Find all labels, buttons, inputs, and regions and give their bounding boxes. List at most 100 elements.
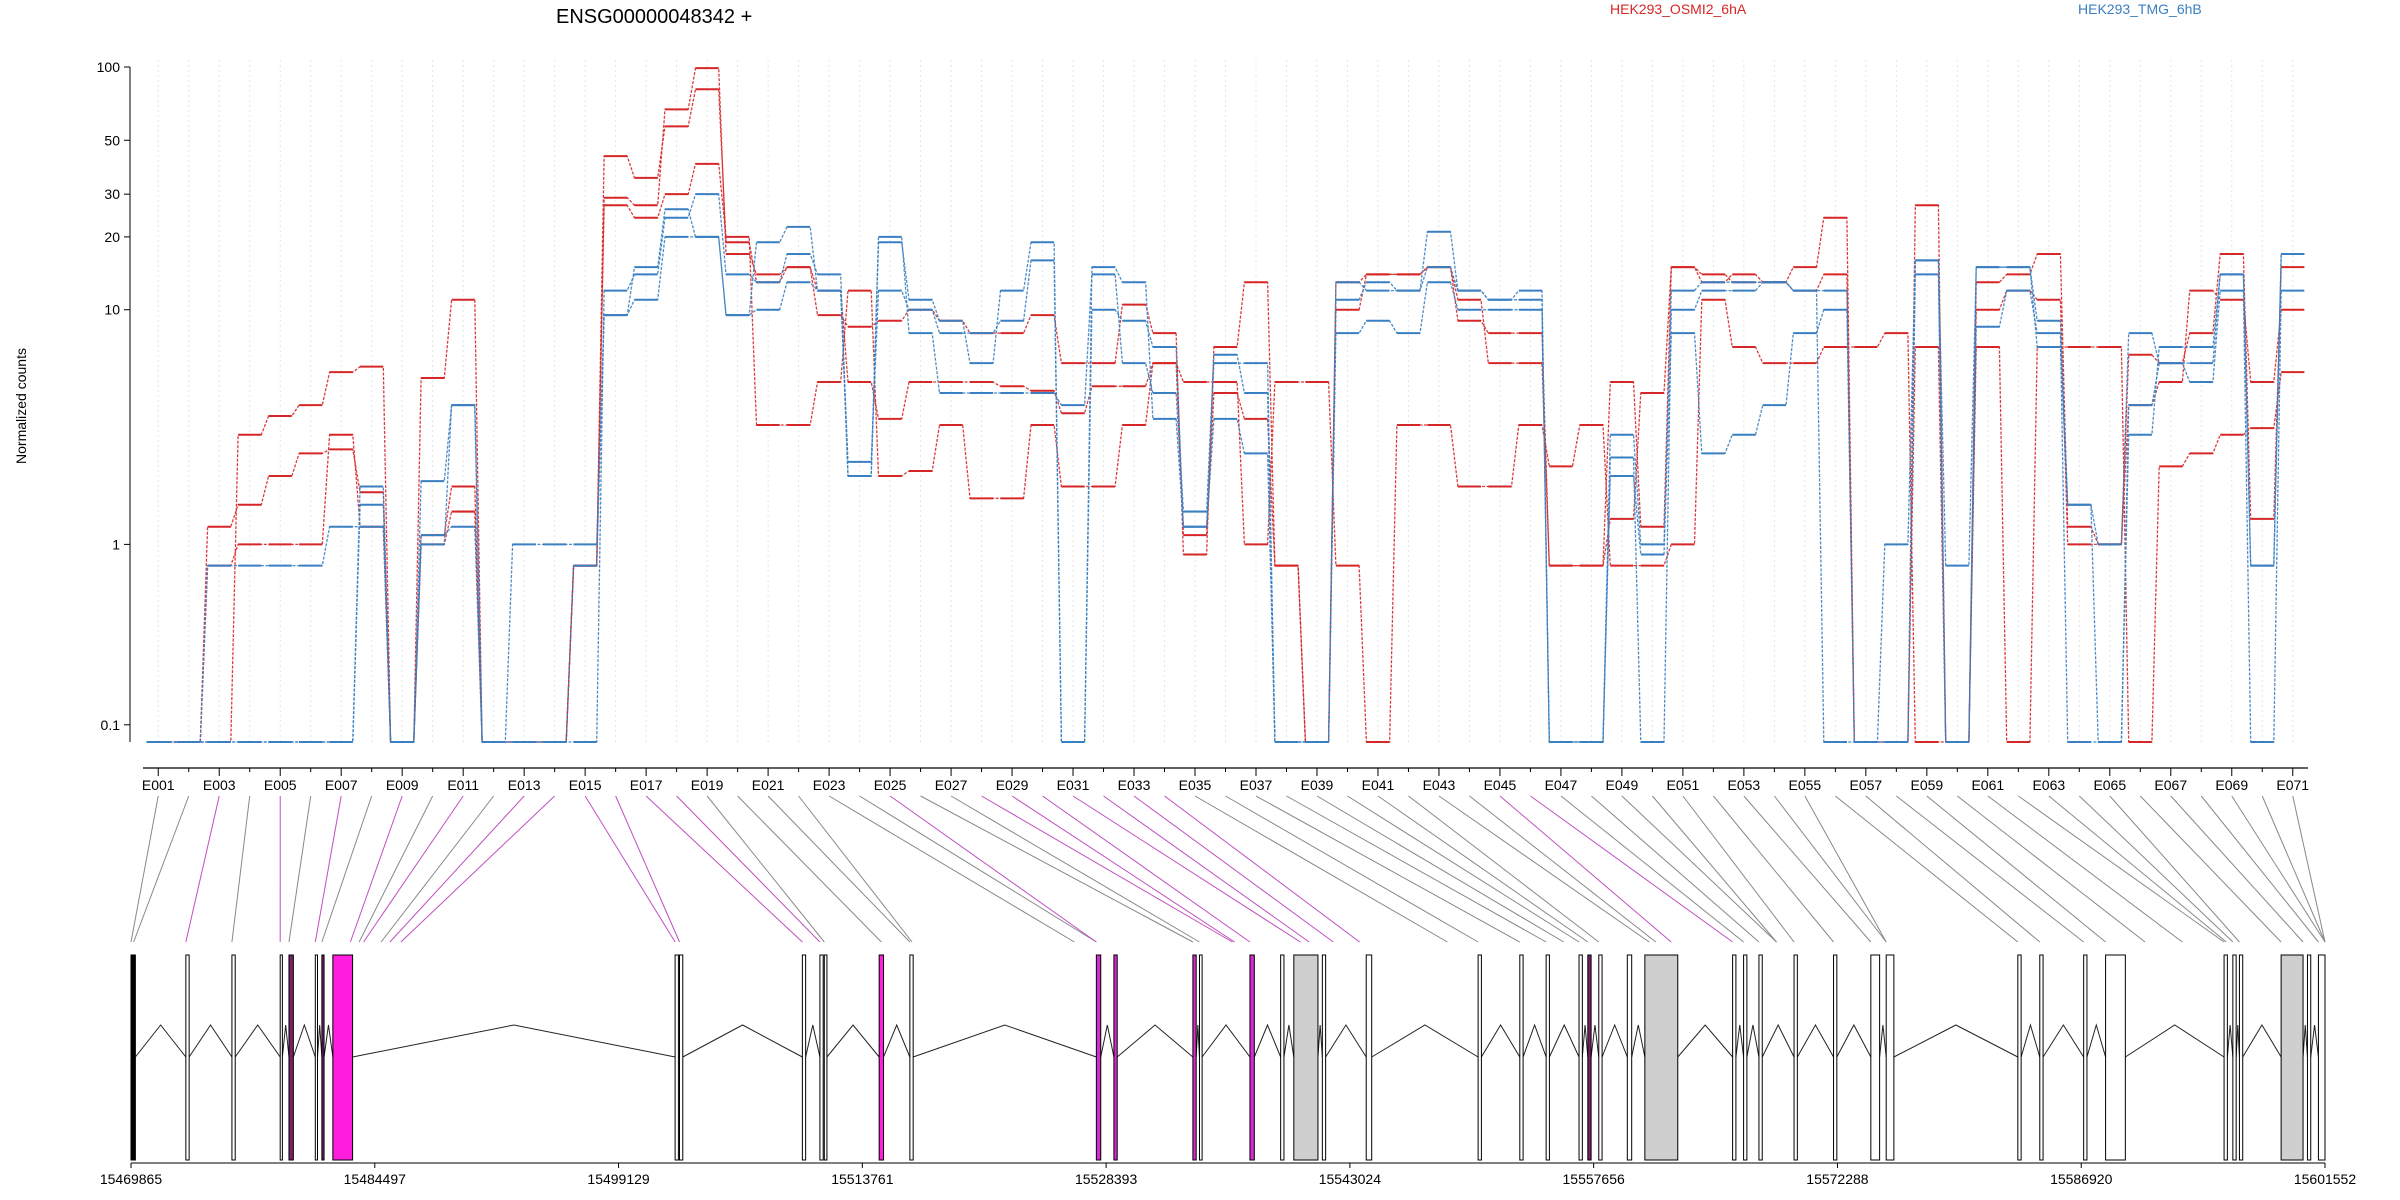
exon-block	[1870, 954, 1881, 1161]
connector-line	[1255, 795, 1521, 943]
intron-line	[1317, 1024, 1323, 1058]
connector-line	[737, 795, 882, 943]
connector-line	[1011, 795, 1235, 943]
exon-block	[1113, 954, 1118, 1161]
intron-line	[2302, 1024, 2308, 1058]
x-tick-label: E019	[691, 777, 724, 793]
exon-block	[1293, 954, 1319, 1161]
connector-line	[920, 795, 1194, 943]
exon-block	[2223, 954, 2228, 1161]
intron-line	[1283, 1024, 1295, 1058]
exon-block	[332, 954, 354, 1161]
intron-line	[1601, 1023, 1628, 1058]
connector-line	[133, 795, 190, 943]
exon-grid	[157, 60, 2294, 742]
intron-line	[2020, 1023, 2041, 1058]
x-tick-label: E001	[142, 777, 175, 793]
connector-line	[1560, 795, 1744, 943]
coord-tick-label: 15572288	[1806, 1171, 1869, 1187]
exon-block	[823, 954, 828, 1161]
exon-block	[1321, 954, 1327, 1161]
connector-line	[2231, 795, 2326, 943]
x-tick-label: E003	[203, 777, 236, 793]
x-tick-label: E031	[1057, 777, 1090, 793]
exon-block	[1598, 954, 1603, 1161]
connector-line	[615, 795, 680, 943]
intron-line	[2086, 1023, 2107, 1058]
connector-line	[380, 795, 495, 943]
connector-line	[2200, 795, 2319, 943]
intron-line	[1746, 1024, 1760, 1058]
x-tick-label: E045	[1484, 777, 1517, 793]
connector-line	[828, 795, 1075, 943]
x-tick-label: E023	[813, 777, 846, 793]
coord-tick-label: 15543024	[1319, 1171, 1382, 1187]
intron-line	[883, 1023, 911, 1058]
connector-line	[1347, 795, 1580, 943]
x-tick-label: E051	[1667, 777, 1700, 793]
coord-tick-label: 15469865	[100, 1171, 163, 1187]
intron-line	[188, 1024, 233, 1058]
connector-line	[2170, 795, 2304, 943]
intron-line	[134, 1024, 187, 1058]
connector-line	[645, 795, 803, 943]
connector-line	[1652, 795, 1777, 943]
legend-entry-osmi2: HEK293_OSMI2_6hA	[1610, 1, 1747, 17]
x-tick-label: E029	[996, 777, 1029, 793]
intron-line	[1893, 1024, 2019, 1058]
x-tick-label: E025	[874, 777, 907, 793]
y-tick-label: 20	[104, 229, 120, 245]
x-tick-label: E067	[2154, 777, 2187, 793]
intron-line	[2242, 1024, 2282, 1058]
intron-line	[1480, 1024, 1521, 1058]
exon-block	[1732, 954, 1737, 1161]
connector-line	[314, 795, 342, 943]
exon-block	[1578, 954, 1583, 1161]
exon-block	[1365, 954, 1373, 1161]
connector-line	[2139, 795, 2282, 943]
x-tick-label: E069	[2215, 777, 2248, 793]
coord-tick-label: 15528393	[1075, 1171, 1138, 1187]
connector-line	[676, 795, 821, 943]
intron-line	[1195, 1024, 1200, 1058]
x-tick-label: E021	[752, 777, 785, 793]
connector-line	[2261, 795, 2326, 943]
x-tick-label: E033	[1118, 777, 1151, 793]
x-tick-label: E007	[325, 777, 358, 793]
connector-line	[1773, 795, 1887, 943]
exon-block	[1545, 954, 1550, 1161]
intron-line	[1735, 1024, 1745, 1058]
coord-tick-label: 15499129	[587, 1171, 650, 1187]
connector-line	[2292, 795, 2326, 943]
connector-line	[1926, 795, 2106, 943]
coord-tick-label: 15484497	[344, 1171, 407, 1187]
connector-line	[1072, 795, 1301, 943]
x-tick-label: E037	[1240, 777, 1273, 793]
x-tick-label: E039	[1301, 777, 1334, 793]
x-tick-label: E043	[1423, 777, 1456, 793]
exon-block	[1249, 954, 1255, 1161]
exon-block	[2306, 954, 2312, 1161]
exon-block	[1758, 954, 1763, 1161]
exon-block	[130, 954, 136, 1161]
exon-block	[2017, 954, 2022, 1161]
coord-tick-label: 15601552	[2294, 1171, 2357, 1187]
intron-line	[826, 1024, 880, 1058]
connector-line	[2078, 795, 2234, 943]
exon-block	[2083, 954, 2088, 1161]
intron-line	[1590, 1024, 1600, 1058]
exon-block	[1644, 954, 1679, 1161]
x-axis: E001 E003 E005 E007 E009 E011 E013 E015 E017 E019…	[142, 767, 2309, 793]
connector-line	[1896, 795, 2084, 943]
connector-line	[2018, 795, 2225, 943]
intron-line	[1371, 1024, 1479, 1058]
exon-block	[1095, 954, 1102, 1161]
coord-tick-label: 15557656	[1563, 1171, 1626, 1187]
connector-line	[1743, 795, 1872, 943]
exon-block	[279, 954, 283, 1161]
connector-line	[389, 795, 525, 943]
connector-line	[1225, 795, 1479, 943]
coord-tick-label: 15513761	[831, 1171, 894, 1187]
exon-block	[2232, 954, 2237, 1161]
connector-line	[1682, 795, 1795, 943]
